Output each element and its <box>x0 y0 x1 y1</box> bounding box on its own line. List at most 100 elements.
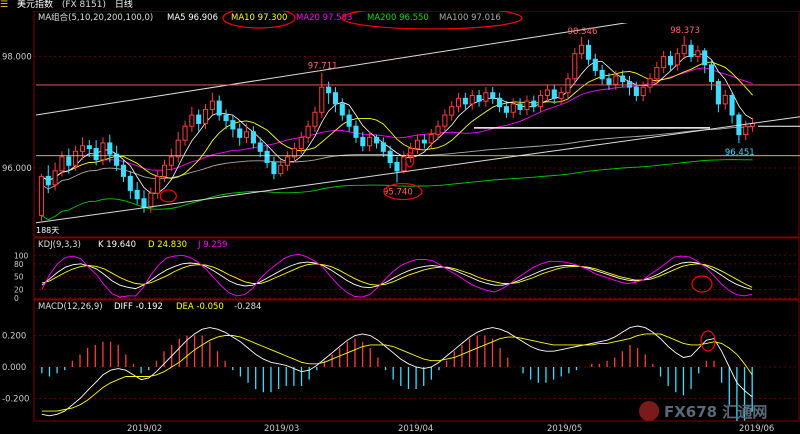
candle <box>155 170 161 199</box>
candle <box>216 95 222 121</box>
menu-icon[interactable]: ☰ <box>0 0 9 10</box>
candle <box>661 50 667 74</box>
candle <box>120 159 127 182</box>
candle <box>367 131 373 152</box>
date-tick-label: 2019/02 <box>127 424 162 434</box>
candle <box>414 134 421 155</box>
candle <box>490 87 496 104</box>
candle <box>538 89 544 113</box>
candle <box>558 87 564 104</box>
candle <box>66 148 72 174</box>
candle <box>572 48 578 85</box>
candle <box>202 103 209 129</box>
ma-group-label[interactable]: MA组合(5,10,20,200,100,0) <box>38 12 153 23</box>
candle <box>599 64 605 85</box>
candle <box>462 92 468 110</box>
price-tick-label: 96.000 <box>2 164 32 174</box>
candle <box>702 48 708 74</box>
candle <box>503 101 509 118</box>
watermark: FX678 汇通网 <box>639 401 767 421</box>
kdj-panel <box>34 253 799 299</box>
candle <box>141 190 147 213</box>
candle <box>387 145 393 169</box>
watermark-logo-icon <box>639 401 659 421</box>
candle <box>626 76 633 96</box>
lower-channel-line <box>35 116 800 224</box>
macd-axis: 0.200 0.000 -0.200 <box>2 330 716 405</box>
candle <box>709 59 715 90</box>
candle <box>688 39 694 63</box>
highlight-ellipse-feb-low <box>159 189 177 203</box>
candle <box>271 156 277 180</box>
kdj-label: KDJ(9,3,3) <box>38 240 81 250</box>
price-annotation: 95.740 <box>383 188 413 198</box>
candle <box>620 70 626 88</box>
candle <box>667 50 674 71</box>
period-label[interactable]: 日线 <box>114 0 133 10</box>
macd-dea-value: DEA -0.050 <box>176 302 224 312</box>
candle <box>579 36 585 60</box>
macd-tick-label: 0.000 <box>2 363 26 373</box>
ma200-value: MA200 96.550 <box>367 13 429 23</box>
candle <box>52 162 58 191</box>
symbol-code: (FX 8151) <box>61 0 106 10</box>
candle <box>750 117 756 132</box>
candle <box>681 35 687 60</box>
chart-svg: MA组合(5,10,20,200,100,0) MA5 96.906 MA10 … <box>2 11 800 434</box>
candle <box>332 87 339 113</box>
date-tick-label: 2019/06 <box>739 424 774 434</box>
ma5-value: MA5 96.906 <box>167 13 218 23</box>
kdj-j-line <box>41 253 753 298</box>
candle <box>715 78 721 113</box>
upper-channel-line <box>35 23 629 116</box>
macd-tick-label: 0.200 <box>2 331 26 341</box>
candle <box>394 156 400 183</box>
price-tick-label: 98.000 <box>2 52 32 62</box>
candle <box>38 173 44 222</box>
price-annotation: 98.346 <box>568 27 598 37</box>
candle <box>189 106 195 132</box>
candle <box>428 129 434 149</box>
macd-panel <box>34 325 799 421</box>
candle <box>346 109 352 132</box>
candle <box>544 84 550 102</box>
candle <box>244 123 250 143</box>
candle <box>524 95 530 116</box>
candle <box>517 98 523 116</box>
candle <box>442 109 448 132</box>
candle <box>182 120 188 146</box>
candle <box>353 120 359 143</box>
date-tick-label: 2019/05 <box>547 424 582 434</box>
macd-dea-line <box>41 333 753 412</box>
candle <box>565 73 571 99</box>
price-axis: 98.000 96.000 97.711 95.740 98.346 98.373 96.4… <box>2 26 755 235</box>
macd-diff-line <box>41 325 753 417</box>
candle <box>360 131 366 152</box>
candle <box>45 165 51 194</box>
kdj-d-value: D 24.830 <box>148 240 187 250</box>
ma20-value: MA20 97.583 <box>296 13 352 23</box>
candle <box>722 89 728 110</box>
candle <box>380 137 386 157</box>
highlight-ellipse-ma10 <box>222 11 296 29</box>
price-annotation: 97.711 <box>308 62 338 72</box>
candle <box>230 115 236 138</box>
watermark-text: FX678 汇通网 <box>664 403 767 421</box>
candle <box>401 151 407 174</box>
candle <box>100 137 106 166</box>
candle <box>161 159 168 182</box>
candle <box>305 120 311 143</box>
candle <box>291 142 297 163</box>
candle <box>168 148 174 171</box>
price-panel <box>34 23 800 224</box>
candle <box>339 98 345 121</box>
candle <box>736 112 742 143</box>
candle <box>476 89 482 107</box>
price-annotation: 96.451 <box>725 148 755 158</box>
ma200-line <box>41 159 753 221</box>
candle <box>647 73 653 93</box>
candle <box>585 39 592 65</box>
ma10-value: MA10 97.300 <box>231 13 287 23</box>
kdj-tick-label: 80 <box>14 260 24 269</box>
